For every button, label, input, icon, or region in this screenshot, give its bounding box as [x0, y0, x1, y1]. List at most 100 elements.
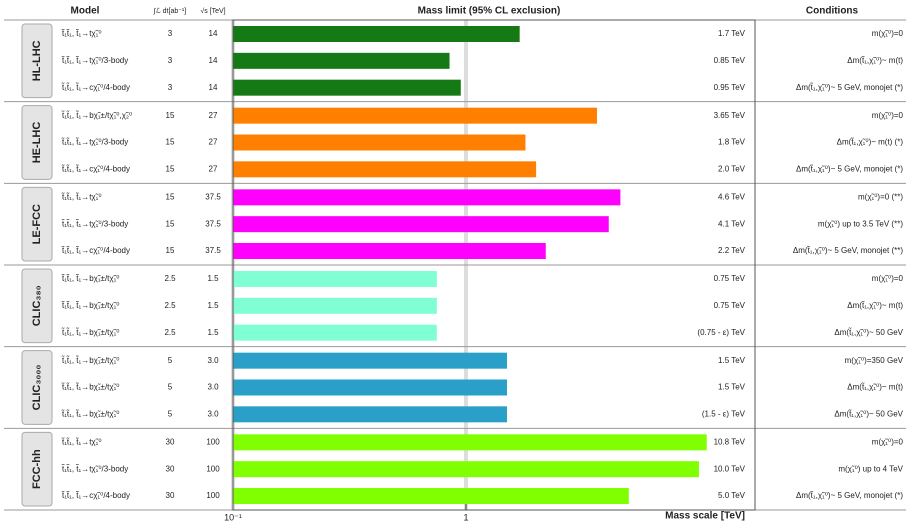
condition: Δm(t̃₁,χ̃₁⁰)~ 50 GeV	[834, 328, 903, 337]
lumi: 5	[168, 409, 173, 418]
condition: Δm(t̃₁,χ̃₁⁰)~ m(t)	[847, 383, 903, 392]
model: t̃₁t̃₁, t̃₁→tχ̃₁⁰	[61, 29, 102, 38]
bar	[233, 79, 461, 96]
bar	[233, 297, 437, 314]
x-tick-label: 10⁻¹	[224, 512, 242, 522]
model: t̃₁t̃₁, t̃₁→bχ̃₁±/tχ̃₁⁰	[61, 409, 120, 418]
value-label: 1.7 TeV	[718, 29, 746, 38]
condition: Δm(t̃₁,χ̃₁⁰)~ m(t)	[847, 56, 903, 65]
value-label: 0.75 TeV	[714, 301, 746, 310]
bar	[233, 189, 621, 206]
lumi: 2.5	[164, 274, 176, 283]
condition: Δm(t̃₁,χ̃₁⁰)~ m(t)	[847, 301, 903, 310]
bar	[233, 434, 707, 451]
lumi: 15	[166, 246, 175, 255]
value-label: 0.95 TeV	[714, 83, 746, 92]
bar	[233, 52, 450, 69]
condition: m(χ̃₁⁰)=0	[872, 111, 904, 120]
header-energy: √s [TeV]	[200, 7, 225, 15]
lumi: 5	[168, 383, 173, 392]
value-label: 4.6 TeV	[718, 192, 746, 201]
value-label: 2.2 TeV	[718, 246, 746, 255]
condition: Δm(t̃₁,χ̃₁⁰)~ 50 GeV	[834, 409, 903, 418]
bar	[233, 243, 546, 259]
energy: 100	[206, 437, 220, 446]
energy: 14	[209, 29, 218, 38]
group-label-box	[21, 268, 53, 344]
energy: 100	[206, 491, 220, 500]
energy: 37.5	[205, 192, 221, 201]
value-label: 10.8 TeV	[714, 437, 746, 446]
value-label: 1.5 TeV	[718, 383, 746, 392]
bar	[233, 26, 520, 42]
model: t̃₁t̃₁, t̃₁→tχ̃₁⁰/3-body	[61, 56, 129, 65]
model: t̃₁t̃₁, t̃₁→bχ̃₁±/tχ̃₁⁰	[61, 356, 120, 365]
lumi: 3	[168, 29, 173, 38]
x-axis-label: Mass scale [TeV]	[665, 511, 745, 522]
lumi: 30	[166, 491, 175, 500]
model: t̃₁t̃₁, t̃₁→tχ̃₁⁰/3-body	[61, 219, 129, 228]
group-label: LE-FCC	[31, 204, 43, 244]
value-label: (1.5 - ε) TeV	[702, 409, 746, 418]
value-label: 1.8 TeV	[718, 138, 746, 147]
energy: 3.0	[207, 356, 219, 365]
model: t̃₁t̃₁, t̃₁→cχ̃₁⁰/4-body	[61, 83, 130, 92]
condition: m(χ̃₁⁰)=0	[872, 274, 904, 283]
energy: 1.5	[207, 301, 219, 310]
lumi: 15	[166, 192, 175, 201]
bar	[233, 379, 508, 396]
group-label: HL-LHC	[31, 40, 43, 81]
energy: 27	[209, 111, 218, 120]
energy: 3.0	[207, 383, 219, 392]
model: t̃₁t̃₁, t̃₁→cχ̃₁⁰/4-body	[61, 491, 130, 500]
condition: Δm(t̃₁,χ̃₁⁰)~ 5 GeV, monojet (*)	[796, 491, 903, 500]
lumi: 2.5	[164, 328, 176, 337]
condition: m(χ̃₁⁰) up to 4 TeV	[838, 464, 903, 473]
plot-frame	[232, 19, 756, 511]
group-label-box	[21, 431, 53, 507]
model: t̃₁t̃₁, t̃₁→cχ̃₁⁰/4-body	[61, 164, 130, 173]
lumi: 3	[168, 83, 173, 92]
model: t̃₁t̃₁, t̃₁→cχ̃₁⁰/4-body	[61, 246, 130, 255]
model: t̃₁t̃₁, t̃₁→bχ̃₁±/tχ̃₁⁰	[61, 328, 120, 337]
model: t̃₁t̃₁, t̃₁→bχ̃₁±/tχ̃₁⁰	[61, 383, 120, 392]
header-model: Model	[71, 6, 100, 17]
header-conditions: Conditions	[806, 6, 859, 17]
model: t̃₁t̃₁, t̃₁→tχ̃₁⁰/3-body	[61, 464, 129, 473]
condition: m(χ̃₁⁰)=350 GeV	[845, 356, 904, 365]
group-label-box	[21, 186, 53, 262]
group-label-box	[21, 350, 53, 425]
model: t̃₁t̃₁, t̃₁→bχ̃₁±/tχ̃₁⁰,χ̃₂⁰	[61, 111, 133, 120]
value-label: 3.65 TeV	[714, 111, 746, 120]
lumi: 30	[166, 464, 175, 473]
bar	[233, 406, 508, 423]
energy: 1.5	[207, 328, 219, 337]
value-label: (0.75 - ε) TeV	[697, 328, 745, 337]
energy: 14	[209, 83, 218, 92]
value-label: 0.75 TeV	[714, 274, 746, 283]
group-label: FCC-hh	[31, 449, 43, 489]
condition: Δm(t̃₁,χ̃₁⁰)~ 5 GeV, monojet (*)	[796, 164, 903, 173]
model: t̃₁t̃₁, t̃₁→tχ̃₁⁰/3-body	[61, 138, 129, 147]
header-limit: Mass limit (95% CL exclusion)	[418, 6, 561, 17]
condition: Δm(t̃₁,χ̃₁⁰)~ 5 GeV, monojet (**)	[793, 246, 903, 255]
header-lumi: ∫ℒ dt[ab⁻¹]	[153, 7, 186, 15]
lumi: 15	[166, 138, 175, 147]
group-label: CLIC₃₈₀	[31, 285, 43, 326]
value-label: 0.85 TeV	[714, 56, 746, 65]
lumi: 5	[168, 356, 173, 365]
value-label: 4.1 TeV	[718, 219, 746, 228]
bar	[233, 161, 537, 178]
value-label: 5.0 TeV	[718, 491, 746, 500]
x-tick-label: 1	[463, 512, 468, 522]
group-label: CLIC₃₀₀₀	[31, 365, 43, 411]
model: t̃₁t̃₁, t̃₁→bχ̃₁±/tχ̃₁⁰	[61, 301, 120, 310]
condition: m(χ̃₁⁰)=0	[872, 437, 904, 446]
bar	[233, 488, 629, 504]
energy: 3.0	[207, 409, 219, 418]
energy: 1.5	[207, 274, 219, 283]
energy: 27	[209, 138, 218, 147]
energy: 14	[209, 56, 218, 65]
bar	[233, 134, 526, 151]
